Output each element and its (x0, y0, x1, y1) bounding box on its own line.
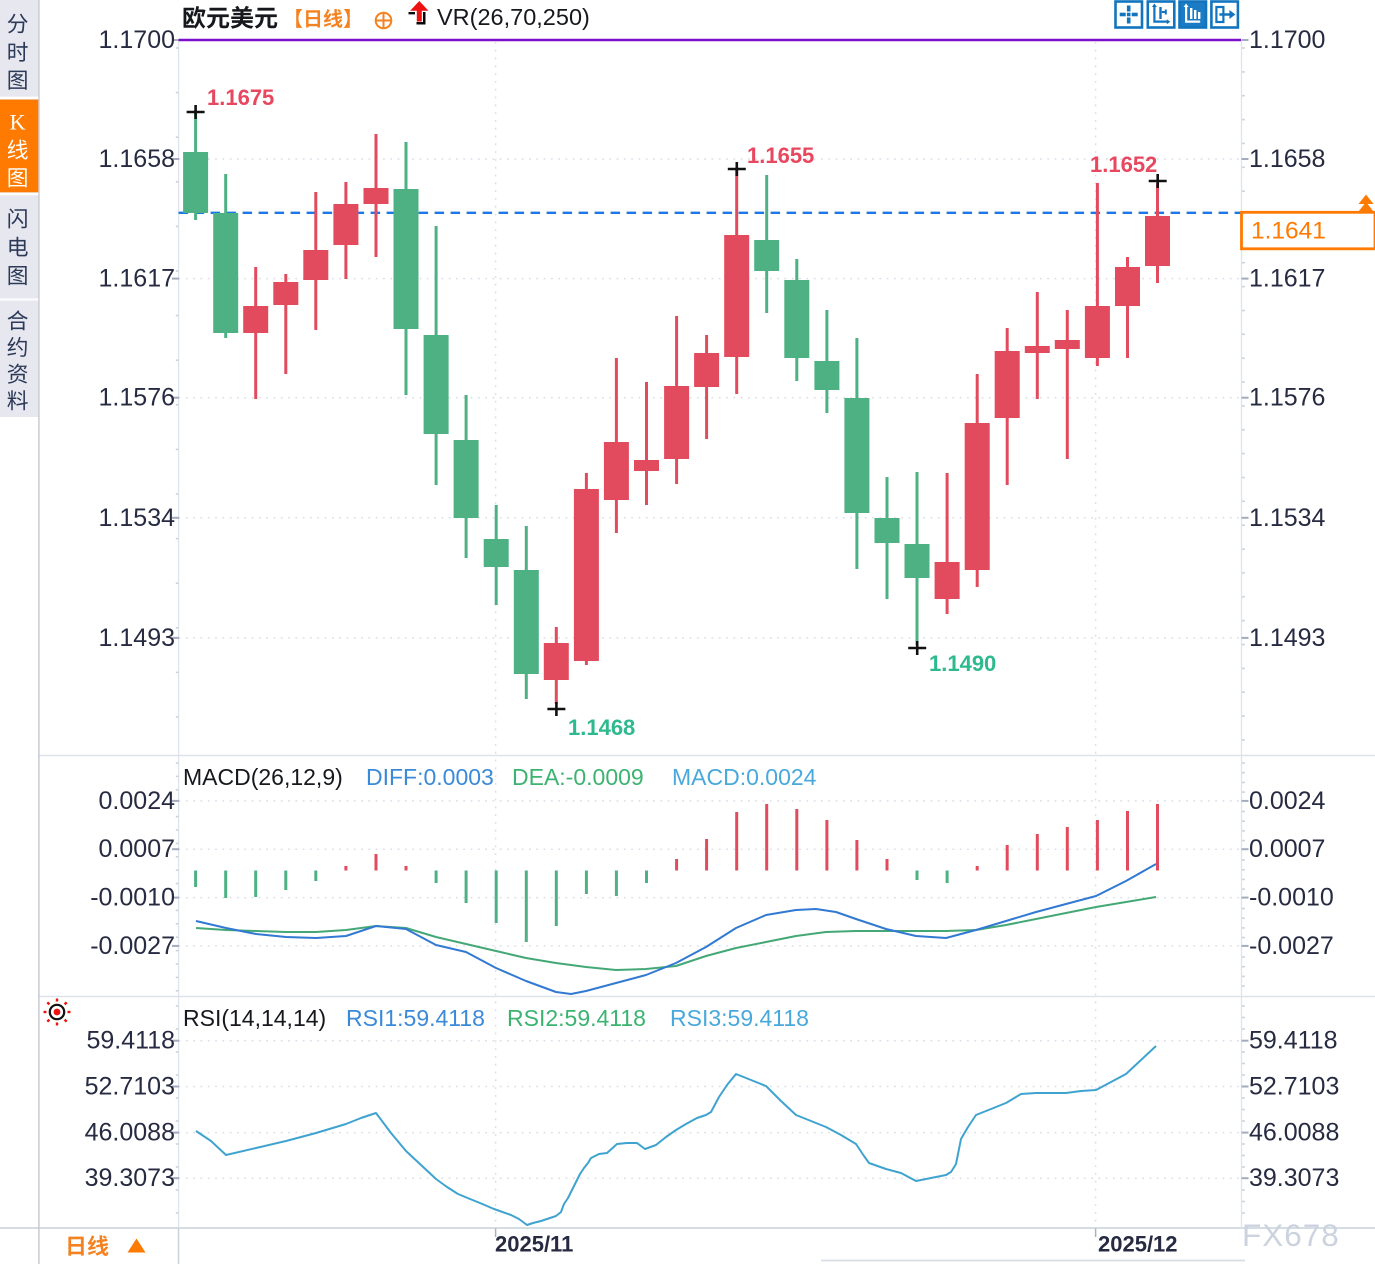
svg-text:1.1576: 1.1576 (1249, 384, 1325, 412)
svg-text:-0.0010: -0.0010 (1249, 884, 1334, 912)
svg-text:1.1655: 1.1655 (747, 143, 814, 168)
svg-text:RSI(14,14,14): RSI(14,14,14) (183, 1005, 326, 1031)
svg-text:RSI1:59.4118: RSI1:59.4118 (346, 1005, 485, 1031)
svg-text:1.1576: 1.1576 (99, 384, 175, 412)
svg-text:1.1641: 1.1641 (1251, 218, 1326, 245)
svg-text:1.1534: 1.1534 (99, 504, 176, 532)
svg-text:1.1493: 1.1493 (99, 624, 175, 652)
svg-text:1.1700: 1.1700 (99, 26, 175, 54)
svg-text:1.1490: 1.1490 (929, 651, 996, 676)
svg-text:RSI3:59.4118: RSI3:59.4118 (670, 1005, 809, 1031)
svg-text:0.0024: 0.0024 (99, 787, 176, 815)
svg-text:1.1652: 1.1652 (1090, 152, 1157, 177)
svg-text:VR(26,70,250): VR(26,70,250) (437, 4, 590, 30)
svg-text:59.4118: 59.4118 (1249, 1027, 1338, 1055)
svg-text:DEA:-0.0009: DEA:-0.0009 (512, 764, 644, 790)
svg-text:39.3073: 39.3073 (85, 1164, 175, 1192)
svg-text:1.1658: 1.1658 (99, 145, 175, 173)
svg-text:52.7103: 52.7103 (1249, 1073, 1339, 1101)
svg-text:-0.0027: -0.0027 (90, 932, 175, 960)
svg-text:K: K (10, 110, 26, 135)
svg-text:46.0088: 46.0088 (85, 1119, 175, 1147)
svg-text:1.1468: 1.1468 (568, 715, 635, 740)
svg-text:1.1700: 1.1700 (1249, 26, 1325, 54)
svg-text:2025/11: 2025/11 (495, 1232, 573, 1257)
svg-text:1.1658: 1.1658 (1249, 145, 1325, 173)
svg-text:-0.0027: -0.0027 (1249, 932, 1334, 960)
svg-text:2025/12: 2025/12 (1098, 1232, 1178, 1257)
svg-text:52.7103: 52.7103 (85, 1073, 175, 1101)
svg-text:59.4118: 59.4118 (86, 1027, 175, 1055)
svg-text:0.0024: 0.0024 (1249, 787, 1326, 815)
svg-text:DIFF:0.0003: DIFF:0.0003 (366, 764, 494, 790)
svg-text:0.0007: 0.0007 (99, 835, 175, 863)
svg-text:1.1493: 1.1493 (1249, 624, 1325, 652)
svg-text:1.1617: 1.1617 (99, 265, 175, 293)
svg-text:1.1675: 1.1675 (207, 85, 274, 110)
svg-text:-0.0010: -0.0010 (90, 884, 175, 912)
svg-text:MACD(26,12,9): MACD(26,12,9) (183, 764, 343, 790)
svg-text:39.3073: 39.3073 (1249, 1164, 1339, 1192)
svg-text:46.0088: 46.0088 (1249, 1119, 1339, 1147)
svg-text:1.1534: 1.1534 (1249, 504, 1326, 532)
svg-text:FX678: FX678 (1242, 1217, 1340, 1253)
svg-text:MACD:0.0024: MACD:0.0024 (672, 764, 817, 790)
svg-text:RSI2:59.4118: RSI2:59.4118 (507, 1005, 646, 1031)
svg-text:1.1617: 1.1617 (1249, 265, 1325, 293)
svg-text:0.0007: 0.0007 (1249, 835, 1325, 863)
